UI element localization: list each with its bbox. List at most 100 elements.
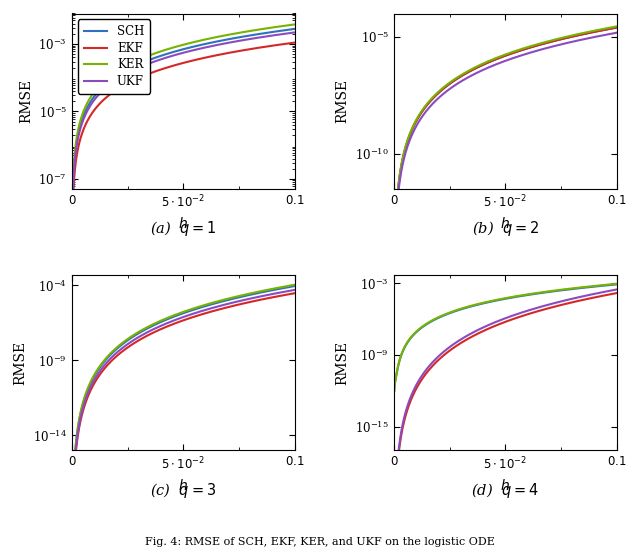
UKF bbox=[244, 36, 252, 43]
EKF bbox=[607, 25, 614, 32]
KER bbox=[607, 281, 614, 288]
UKF bbox=[284, 30, 292, 37]
KER bbox=[390, 303, 398, 310]
KER bbox=[613, 23, 621, 30]
SCH bbox=[244, 32, 252, 39]
Line: KER: KER bbox=[394, 284, 617, 390]
KER bbox=[284, 22, 292, 29]
UKF bbox=[613, 286, 621, 293]
SCH bbox=[566, 34, 573, 41]
Line: UKF: UKF bbox=[394, 33, 617, 313]
KER bbox=[80, 108, 88, 114]
KER bbox=[613, 280, 621, 287]
SCH bbox=[566, 286, 573, 293]
UKF bbox=[606, 31, 614, 37]
KER bbox=[402, 342, 410, 348]
SCH bbox=[390, 304, 398, 311]
EKF bbox=[607, 291, 614, 298]
SCH bbox=[291, 26, 298, 32]
SCH bbox=[284, 26, 292, 33]
KER bbox=[566, 285, 573, 292]
UKF bbox=[68, 232, 76, 238]
UKF bbox=[402, 409, 410, 415]
UKF bbox=[499, 316, 506, 323]
UKF bbox=[607, 288, 614, 294]
SCH bbox=[606, 282, 614, 288]
UKF bbox=[499, 59, 506, 65]
Line: SCH: SCH bbox=[394, 28, 617, 307]
KER bbox=[177, 42, 184, 49]
Line: EKF: EKF bbox=[72, 293, 294, 550]
SCH bbox=[613, 24, 621, 31]
Line: SCH: SCH bbox=[72, 286, 294, 550]
EKF bbox=[499, 53, 506, 60]
KER bbox=[566, 33, 573, 40]
SCH bbox=[284, 284, 292, 290]
KER bbox=[80, 397, 88, 404]
UKF bbox=[566, 296, 573, 303]
KER bbox=[244, 291, 252, 298]
EKF bbox=[284, 291, 292, 298]
KER bbox=[244, 28, 252, 35]
SCH bbox=[607, 25, 614, 32]
Line: EKF: EKF bbox=[72, 42, 294, 245]
Text: (c)  $q = 3$: (c) $q = 3$ bbox=[150, 481, 216, 500]
UKF bbox=[493, 61, 500, 68]
EKF bbox=[606, 291, 614, 298]
EKF bbox=[80, 405, 88, 412]
UKF bbox=[606, 288, 614, 294]
EKF bbox=[291, 39, 298, 46]
Line: EKF: EKF bbox=[394, 293, 617, 550]
Text: (a)  $q = 1$: (a) $q = 1$ bbox=[150, 219, 216, 238]
EKF bbox=[493, 56, 500, 62]
KER bbox=[284, 22, 292, 29]
SCH bbox=[171, 48, 179, 55]
Line: UKF: UKF bbox=[72, 290, 294, 550]
Line: KER: KER bbox=[394, 26, 617, 306]
EKF bbox=[613, 24, 621, 31]
EKF bbox=[244, 46, 252, 53]
KER bbox=[284, 283, 292, 289]
X-axis label: $h$: $h$ bbox=[179, 216, 188, 231]
UKF bbox=[177, 315, 184, 321]
Text: Fig. 4: RMSE of SCH, EKF, KER, and UKF on the logistic ODE: Fig. 4: RMSE of SCH, EKF, KER, and UKF o… bbox=[145, 537, 495, 547]
EKF bbox=[390, 304, 398, 311]
EKF bbox=[402, 144, 410, 151]
UKF bbox=[291, 287, 298, 293]
Text: (d)  $q = 4$: (d) $q = 4$ bbox=[472, 481, 540, 500]
X-axis label: $h$: $h$ bbox=[500, 216, 510, 231]
UKF bbox=[244, 296, 252, 303]
Line: KER: KER bbox=[72, 285, 294, 550]
EKF bbox=[566, 34, 573, 41]
Line: SCH: SCH bbox=[394, 284, 617, 390]
KER bbox=[68, 223, 76, 230]
SCH bbox=[80, 398, 88, 405]
EKF bbox=[177, 60, 184, 67]
KER bbox=[607, 24, 614, 31]
EKF bbox=[284, 40, 292, 47]
UKF bbox=[493, 318, 500, 325]
Y-axis label: RMSE: RMSE bbox=[19, 79, 33, 123]
EKF bbox=[177, 318, 184, 324]
SCH bbox=[68, 228, 76, 235]
SCH bbox=[291, 283, 298, 289]
X-axis label: $h$: $h$ bbox=[179, 477, 188, 492]
KER bbox=[499, 52, 506, 59]
KER bbox=[493, 296, 500, 303]
SCH bbox=[171, 313, 179, 320]
EKF bbox=[493, 322, 500, 328]
SCH bbox=[177, 47, 184, 53]
SCH bbox=[499, 53, 506, 60]
SCH bbox=[284, 26, 292, 33]
KER bbox=[171, 312, 179, 318]
KER bbox=[390, 387, 398, 394]
UKF bbox=[613, 30, 621, 36]
EKF bbox=[284, 40, 292, 47]
UKF bbox=[171, 317, 179, 323]
EKF bbox=[284, 291, 292, 298]
UKF bbox=[390, 310, 398, 316]
SCH bbox=[493, 297, 500, 304]
KER bbox=[402, 143, 410, 150]
KER bbox=[291, 282, 298, 288]
Text: (b)  $q = 2$: (b) $q = 2$ bbox=[472, 219, 539, 238]
